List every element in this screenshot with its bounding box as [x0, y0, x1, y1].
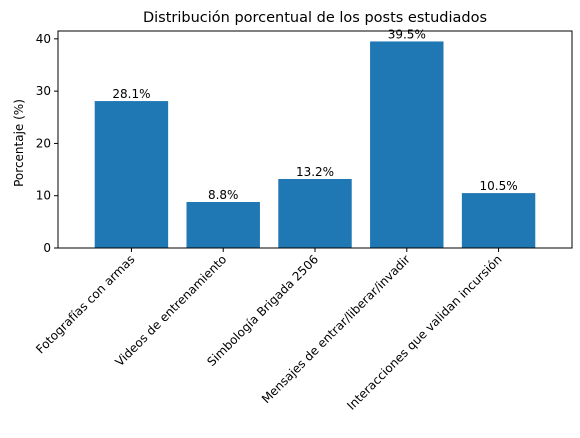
bar [186, 201, 260, 248]
y-tick-label: 10 [36, 189, 51, 203]
bar [370, 41, 444, 249]
x-tick-label: Interacciones que validan incursión [344, 252, 505, 413]
data-label: 28.1% [112, 87, 150, 101]
y-tick-label: 30 [36, 84, 51, 98]
bar [94, 101, 169, 248]
bar [461, 193, 536, 248]
plot-frame [57, 30, 573, 249]
y-tick-label: 40 [36, 32, 51, 46]
data-label: 13.2% [296, 165, 334, 179]
bar [278, 178, 352, 248]
y-axis-label: Porcentaje (%) [12, 99, 26, 187]
x-tick-label: Fotografías con armas [33, 252, 137, 356]
chart-title: Distribución porcentual de los posts est… [143, 10, 487, 26]
data-label: 10.5% [480, 179, 518, 193]
x-tick-label: Mensajes de entrar/liberar/invadir [259, 252, 413, 406]
data-label: 8.8% [208, 188, 239, 202]
data-label: 39.5% [388, 27, 426, 41]
y-tick-label: 20 [36, 136, 51, 150]
y-tick-label: 0 [43, 241, 51, 255]
